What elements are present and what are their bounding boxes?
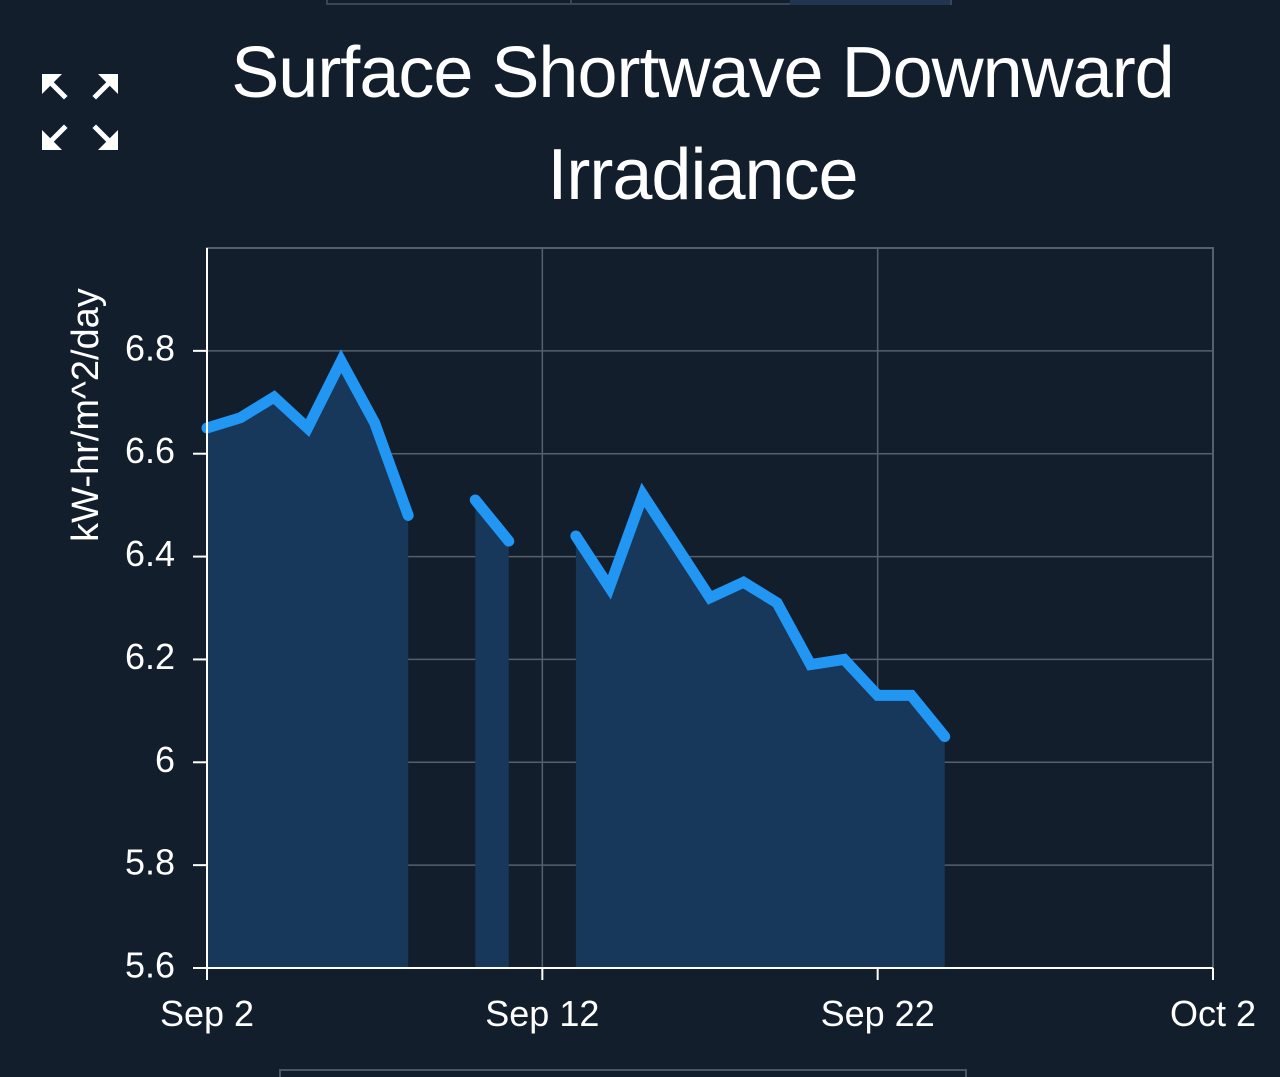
area-fill-segment (575, 494, 945, 968)
y-tick-label: 6.2 (125, 636, 175, 677)
tab-divider (570, 0, 572, 5)
y-tick-label: 5.8 (125, 842, 175, 883)
x-tick-label: Sep 22 (821, 993, 935, 1034)
y-tick-label: 6.6 (125, 430, 175, 471)
tab-active-indicator (790, 0, 950, 5)
x-tick-label: Sep 12 (485, 993, 599, 1034)
area-fills (207, 361, 945, 969)
y-tick-label: 5.6 (125, 945, 175, 986)
area-fill-segment (207, 361, 409, 969)
x-tick-label: Oct 2 (1170, 993, 1256, 1034)
y-axis-label: kW-hr/m^2/day (65, 288, 107, 542)
bottom-panel-edge (279, 1069, 967, 1077)
area-fill-segment (475, 500, 509, 968)
y-tick-label: 6 (155, 739, 175, 780)
axes: 5.6 5.8 6 6.2 6.4 6.6 6.8 Sep 2 Sep 12 Sep 22 Oct … (125, 248, 1256, 1034)
expand-arrows-icon[interactable] (38, 70, 122, 154)
series-line-segment (570, 482, 951, 743)
series-lines (201, 349, 951, 743)
x-tick-label: Sep 2 (160, 993, 254, 1034)
y-tick-label: 6.4 (125, 533, 175, 574)
chart-title: Surface Shortwave Downward Irradiance (231, 33, 1174, 215)
series-line-segment (469, 494, 515, 547)
top-panel-tabs (326, 0, 952, 5)
y-tick-label: 6.8 (125, 327, 175, 368)
